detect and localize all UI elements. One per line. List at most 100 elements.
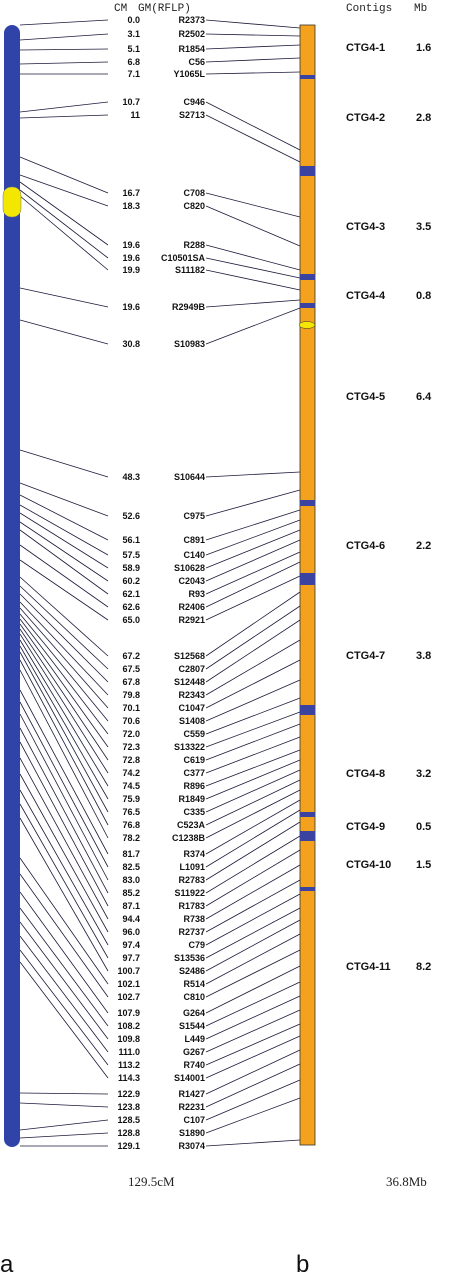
- connector-left: [19, 48, 109, 51]
- contig-gap: [300, 166, 315, 176]
- connector-left: [19, 449, 109, 478]
- contig-mb: 2.8: [416, 112, 431, 124]
- connector-right: [205, 561, 301, 608]
- marker-cm: 108.2: [117, 1021, 140, 1031]
- connector-right: [205, 539, 301, 582]
- connector-right: [205, 605, 301, 670]
- marker-name: R2343: [178, 690, 205, 700]
- marker-name: R1854: [178, 44, 205, 54]
- marker-name: C79: [188, 940, 205, 950]
- marker-cm: 19.6: [122, 253, 140, 263]
- connector-left: [19, 713, 109, 881]
- marker-cm: 96.0: [122, 927, 140, 937]
- connector-left: [19, 645, 109, 800]
- connector-right: [205, 659, 301, 709]
- connector-left: [19, 803, 109, 959]
- marker-cm: 67.5: [122, 664, 140, 674]
- marker-name: C619: [183, 755, 205, 765]
- total-physical-length: 36.8Mb: [386, 1174, 427, 1189]
- header-cm: CM: [114, 3, 127, 15]
- marker-name: R2406: [178, 602, 205, 612]
- marker-name: C335: [183, 807, 205, 817]
- connector-left: [19, 576, 109, 657]
- marker-cm: 100.7: [117, 966, 140, 976]
- connector-left: [19, 639, 109, 787]
- contig-mb: 3.8: [416, 650, 431, 662]
- marker-cm: 67.8: [122, 677, 140, 687]
- marker-name: S13536: [174, 953, 205, 963]
- marker-cm: 52.6: [122, 511, 140, 521]
- marker-cm: 114.3: [118, 1073, 140, 1083]
- connector-left: [19, 189, 109, 259]
- connector-left: [19, 512, 109, 569]
- contig-mb: 3.5: [416, 221, 431, 233]
- connector-right: [205, 1009, 301, 1053]
- connector-left: [19, 857, 109, 985]
- marker-name: S1408: [179, 716, 205, 726]
- contig-mb: 1.5: [416, 859, 431, 871]
- marker-cm: 102.7: [117, 992, 140, 1002]
- connector-left: [19, 817, 109, 972]
- connector-left: [19, 319, 109, 345]
- contig-gap: [300, 500, 315, 506]
- marker-cm: 109.8: [117, 1034, 140, 1044]
- connector-left: [19, 891, 109, 1014]
- header-contigs: Contigs: [346, 3, 392, 15]
- marker-cm: 76.8: [122, 820, 140, 830]
- centromere-physical: [298, 321, 316, 329]
- connector-right: [205, 769, 301, 813]
- connector-right: [205, 759, 301, 800]
- marker-name: R1783: [178, 901, 205, 911]
- marker-name: R374: [183, 849, 205, 859]
- marker-name: S10983: [174, 339, 205, 349]
- panel-label-a: a: [0, 1251, 14, 1278]
- connector-right: [205, 949, 301, 998]
- marker-name: R896: [183, 781, 205, 791]
- marker-name: C1047: [178, 703, 205, 713]
- connector-right: [205, 44, 301, 50]
- marker-cm: 62.6: [122, 602, 140, 612]
- connector-left: [19, 613, 109, 722]
- contig-gap: [300, 812, 315, 817]
- connector-left: [19, 873, 109, 998]
- marker-cm: 94.4: [122, 914, 140, 924]
- connector-left: [19, 601, 109, 696]
- marker-cm: 72.0: [122, 729, 140, 739]
- connector-left: [19, 618, 109, 735]
- marker-name: S1890: [179, 1128, 205, 1138]
- contig-name: CTG4-5: [346, 391, 385, 403]
- connector-right: [205, 789, 301, 839]
- connector-left: [19, 181, 109, 246]
- marker-cm: 129.1: [117, 1141, 140, 1151]
- connector-left: [19, 529, 109, 595]
- connector-right: [205, 879, 301, 933]
- connector-right: [205, 1049, 301, 1095]
- connector-left: [19, 659, 109, 826]
- contig-gap: [300, 75, 315, 79]
- marker-cm: 97.7: [122, 953, 140, 963]
- connector-right: [205, 821, 301, 881]
- marker-cm: 58.9: [122, 563, 140, 573]
- connector-left: [19, 935, 109, 1053]
- marker-cm: 11: [130, 110, 140, 120]
- contig-gap: [300, 831, 315, 841]
- marker-cm: 87.1: [122, 901, 140, 911]
- contig-gaps: [300, 75, 315, 891]
- connector-left: [19, 114, 109, 119]
- connector-left: [19, 1132, 109, 1139]
- marker-name: C1238B: [172, 833, 206, 843]
- connector-left: [19, 494, 109, 541]
- marker-cm: 6.8: [127, 57, 140, 67]
- connector-left: [19, 174, 109, 207]
- marker-name: S10628: [174, 563, 205, 573]
- marker-cm: 19.6: [122, 302, 140, 312]
- connector-left: [19, 907, 109, 1027]
- contig-mb: 8.2: [416, 961, 431, 973]
- marker-name: R2737: [178, 927, 205, 937]
- connector-right: [205, 307, 301, 345]
- connector-right: [205, 711, 301, 748]
- marker-name: C10501SA: [161, 253, 206, 263]
- left-connectors: [19, 19, 109, 1147]
- connector-right: [205, 591, 301, 657]
